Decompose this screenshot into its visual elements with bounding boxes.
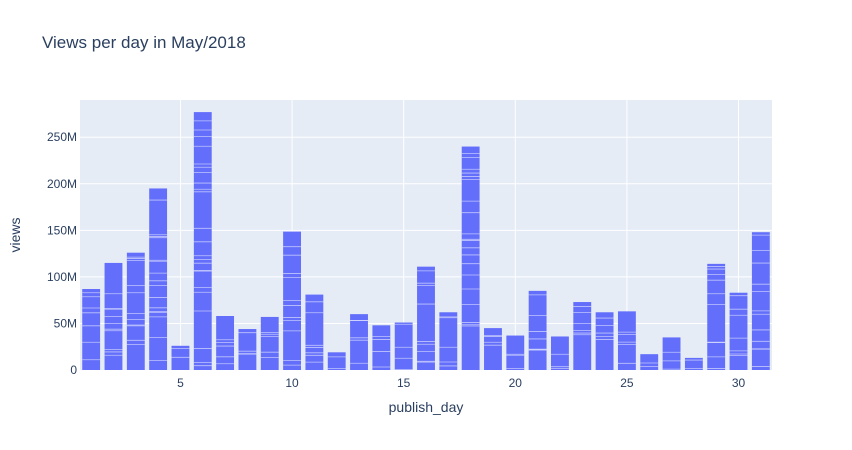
y-tick-label: 0 [70,363,77,377]
bar-rect[interactable] [394,322,413,370]
bar-rect[interactable] [662,337,681,370]
bar-rect[interactable] [528,290,547,370]
bar[interactable] [707,263,726,370]
x-axis-title: publish_day [389,399,464,415]
bar-rect[interactable] [260,316,279,370]
y-axis-ticks: 0 50M 100M 150M 200M 250M [47,130,77,377]
bar-rect[interactable] [484,328,502,370]
bar-rect[interactable] [439,312,458,370]
bars [82,112,770,370]
x-tick-label: 20 [509,376,523,390]
bar[interactable] [82,289,101,370]
bar-rect[interactable] [126,252,145,370]
bar-rect[interactable] [640,354,659,370]
bar[interactable] [126,252,145,370]
bar[interactable] [595,312,614,370]
bar[interactable] [394,322,413,370]
y-tick-label: 50M [54,316,77,330]
bar-rect[interactable] [729,292,748,370]
bar[interactable] [751,232,770,370]
bar-rect[interactable] [149,188,168,370]
bar-rect[interactable] [82,289,101,370]
y-tick-label: 250M [47,130,77,144]
x-tick-label: 10 [285,376,299,390]
bar[interactable] [327,352,346,370]
bar[interactable] [305,294,324,370]
bar[interactable] [617,311,636,370]
bar[interactable] [171,345,190,370]
bar-rect[interactable] [305,294,324,370]
bar[interactable] [640,354,659,370]
x-tick-label: 25 [620,376,634,390]
bar-rect[interactable] [506,335,525,370]
bar[interactable] [350,314,368,370]
bar[interactable] [461,146,480,370]
bar[interactable] [729,292,748,370]
bar-rect[interactable] [617,311,636,370]
chart-title: Views per day in May/2018 [42,33,246,52]
bar[interactable] [573,302,592,370]
bar-rect[interactable] [573,302,592,370]
bar[interactable] [238,329,257,370]
bar-rect[interactable] [417,266,435,370]
bar-rect[interactable] [707,263,726,370]
bar-rect[interactable] [551,336,569,370]
bar-rect[interactable] [327,352,346,370]
y-tick-label: 150M [47,223,77,237]
y-tick-label: 200M [47,177,77,191]
bar[interactable] [149,188,168,370]
bar[interactable] [260,316,279,370]
bar[interactable] [551,336,569,370]
bar[interactable] [484,328,502,370]
bar[interactable] [506,335,525,370]
x-axis-ticks: 5 10 15 20 25 30 [177,376,745,390]
bar-rect[interactable] [684,357,703,370]
bar[interactable] [528,290,547,370]
bar-rect[interactable] [193,112,212,370]
x-tick-label: 30 [732,376,746,390]
bar[interactable] [439,312,458,370]
bar[interactable] [662,337,681,370]
y-tick-label: 100M [47,270,77,284]
x-tick-label: 5 [177,376,184,390]
x-tick-label: 15 [397,376,411,390]
bar-rect[interactable] [171,345,190,370]
bar-rect[interactable] [595,312,614,370]
y-axis-title: views [7,217,23,252]
bar[interactable] [283,230,301,370]
bar[interactable] [417,266,435,370]
bar[interactable] [684,357,703,370]
bar-rect[interactable] [461,146,480,370]
bar-rect[interactable] [350,314,368,370]
bar-rect[interactable] [372,325,391,370]
bar[interactable] [372,325,391,370]
bar-rect[interactable] [238,329,257,370]
bar[interactable] [193,112,212,370]
bar[interactable] [104,262,123,370]
bar[interactable] [216,316,235,370]
bar-rect[interactable] [751,232,770,370]
